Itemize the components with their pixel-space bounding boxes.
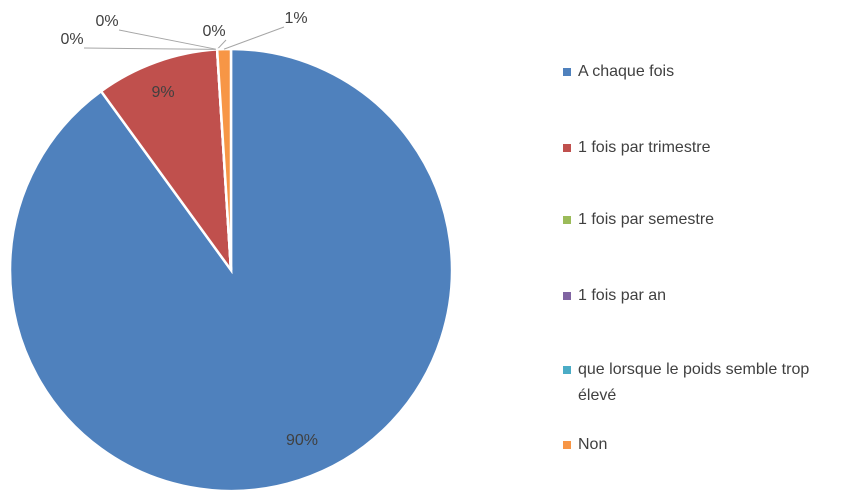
- data-label: 1%: [284, 10, 307, 27]
- legend-label: A chaque fois: [578, 63, 674, 80]
- legend-swatch: [563, 144, 571, 152]
- leader-line: [118, 29, 218, 50]
- legend-label: 1 fois par trimestre: [578, 139, 711, 156]
- data-label: 0%: [60, 31, 83, 48]
- pie-slice: [215, 47, 233, 271]
- legend-label: 1 fois par an: [578, 287, 666, 304]
- pie-slice: [99, 48, 233, 275]
- legend-label: Non: [578, 436, 607, 453]
- data-label: 0%: [95, 13, 118, 30]
- data-label: 0%: [202, 23, 225, 40]
- leader-line: [216, 39, 227, 50]
- legend-label: 1 fois par semestre: [578, 211, 714, 228]
- legend-label: que lorsque le poids semble trop élevé: [578, 361, 814, 404]
- legend-swatch: [563, 68, 571, 76]
- legend-swatch: [563, 366, 571, 374]
- data-label: 9%: [151, 84, 174, 101]
- leader-line: [83, 47, 218, 50]
- data-label: 90%: [286, 432, 318, 449]
- leader-line: [223, 26, 285, 50]
- legend-swatch: [563, 216, 571, 224]
- legend-swatch: [563, 292, 571, 300]
- legend-swatch: [563, 441, 571, 449]
